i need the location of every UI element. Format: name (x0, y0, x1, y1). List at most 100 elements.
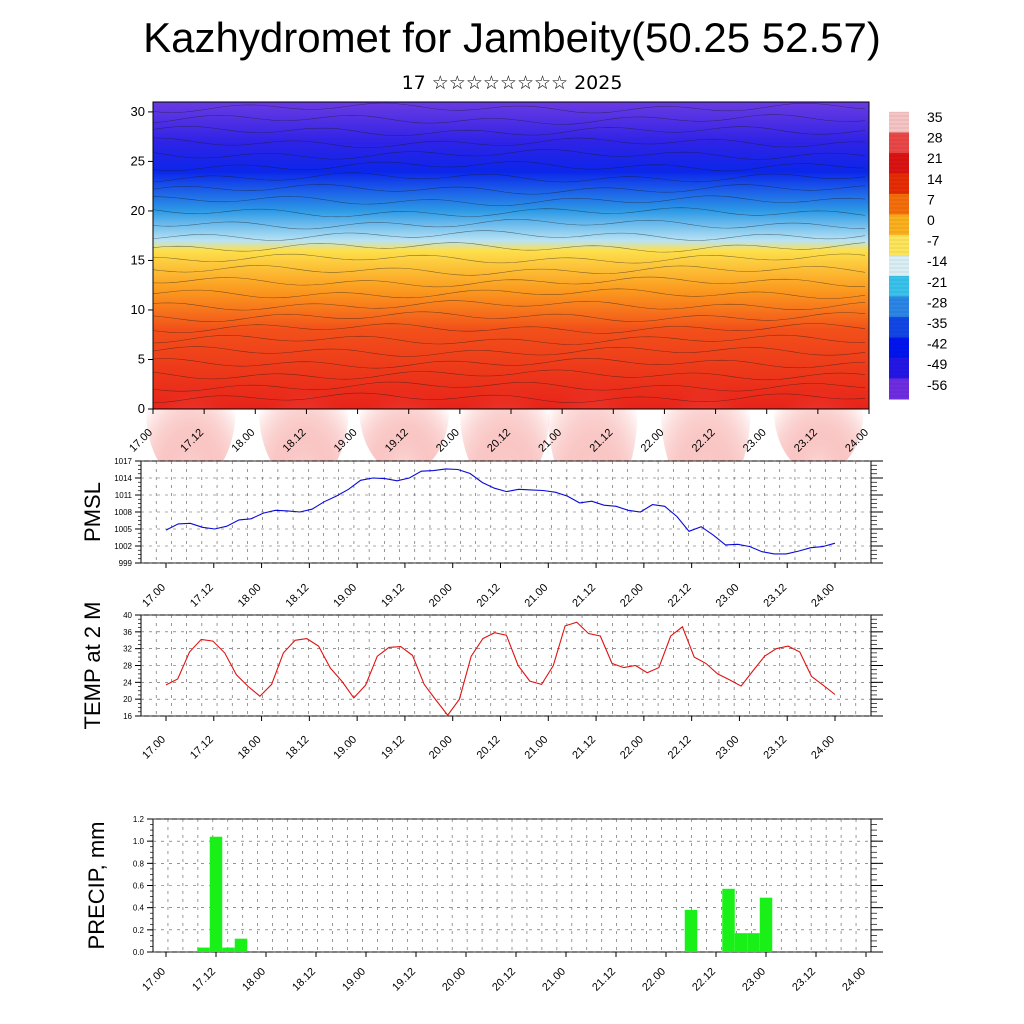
x-tick-label: 22.12 (690, 966, 718, 994)
y-tick-label: 1.0 (133, 837, 145, 846)
x-tick-label: 21.00 (522, 582, 550, 610)
colorbar-swatch (889, 296, 909, 318)
x-tick-label: 22.00 (618, 734, 646, 762)
pmsl-series-line (165, 468, 836, 555)
y-tick-label: 1017 (114, 457, 132, 466)
y-tick-label: 0.8 (133, 859, 145, 868)
y-tick-label: 0.0 (133, 948, 145, 957)
y-tick-label: 1008 (114, 508, 132, 517)
y-tick-label: 15 (131, 252, 145, 267)
x-tick-label: 17.12 (188, 734, 216, 762)
x-tick-label: 23.00 (714, 734, 742, 762)
streamline (152, 137, 866, 149)
streamline (152, 102, 866, 114)
x-tick-label: 19.12 (379, 582, 407, 610)
x-tick-label: 19.00 (340, 966, 368, 994)
colorbar-swatch (889, 153, 909, 174)
temp-panel: 16 20 24 28 32 36 40 17.00 17.12 18.00 18.12 19.00 1… (80, 602, 883, 762)
streamline (152, 346, 866, 357)
y-tick-label: 20 (123, 695, 132, 704)
streamline (152, 253, 866, 264)
colorbar-label: -49 (927, 356, 947, 372)
x-tick-label: 24.00 (809, 582, 837, 610)
y-tick-label: 1011 (115, 491, 133, 500)
precip-bar (684, 909, 698, 952)
y-tick-label: 1.2 (133, 815, 145, 824)
chart-title: Kazhydromet for Jambeity(50.25 52.57) (143, 14, 881, 61)
colorbar-label: -21 (927, 274, 947, 290)
x-tick-label: 19.00 (331, 734, 359, 762)
streamline (152, 126, 866, 136)
colorbar-label: -14 (927, 253, 947, 269)
y-tick-label: 0.4 (133, 904, 145, 913)
precip-bar (747, 933, 760, 952)
wind-streamlines (152, 102, 866, 404)
colorbar-label: 28 (927, 130, 943, 146)
streamline (152, 392, 866, 404)
streamline (152, 161, 866, 172)
streamline (152, 358, 866, 369)
y-tick-label: 1002 (114, 542, 132, 551)
precip-bar (222, 947, 235, 952)
streamline (152, 369, 866, 381)
streamline (152, 242, 866, 253)
x-tick-label: 23.12 (761, 734, 789, 762)
x-tick-label: 17.12 (190, 966, 218, 994)
colorbar-swatch (889, 317, 909, 338)
colorbar-stripes (889, 111, 909, 397)
x-tick-label: 18.00 (236, 582, 264, 610)
precip-bar (209, 836, 223, 952)
x-tick-label: 17.12 (188, 582, 216, 610)
x-tick-label: 22.12 (666, 582, 694, 610)
y-tick-label: 40 (123, 611, 132, 620)
streamline (152, 276, 865, 288)
x-tick-label: 20.12 (475, 582, 503, 610)
colorbar-label: 21 (927, 150, 943, 166)
chart-subtitle: 17 ☆☆☆☆☆☆☆☆ 2025 (401, 72, 623, 94)
x-tick-label: 22.00 (618, 582, 646, 610)
streamline (152, 311, 866, 322)
x-tick-label: 18.12 (284, 734, 312, 762)
x-tick-label: 21.00 (522, 734, 550, 762)
y-tick-label: 1014 (114, 474, 132, 483)
x-tick-label: 21.12 (570, 582, 598, 610)
y-tick-label: 32 (123, 645, 132, 654)
temp-series-line (165, 621, 836, 717)
x-tick-label: 18.12 (290, 966, 318, 994)
x-tick-label: 18.12 (284, 582, 312, 610)
x-tick-label: 17.00 (140, 734, 168, 762)
y-tick-label: 20 (131, 203, 145, 218)
x-tick-label: 23.12 (761, 582, 789, 610)
x-tick-label: 22.12 (666, 734, 694, 762)
y-tick-label: 30 (131, 104, 145, 119)
streamline (152, 183, 866, 195)
temp-ylabel: TEMP at 2 M (80, 602, 105, 730)
streamline (152, 195, 866, 206)
x-tick-label: 18.00 (236, 734, 264, 762)
streamline (152, 323, 866, 334)
y-tick-label: 0 (138, 401, 145, 416)
y-tick-label: 36 (123, 628, 132, 637)
streamline (152, 219, 866, 230)
y-tick-label: 28 (123, 662, 132, 671)
colorbar-label: -35 (927, 315, 947, 331)
y-tick-label: 5 (138, 351, 145, 366)
colorbar-swatch (889, 132, 909, 154)
colorbar-label: -56 (927, 377, 947, 393)
x-tick-label: 23.12 (790, 966, 818, 994)
x-tick-label: 21.12 (570, 734, 598, 762)
precip-bar (197, 947, 210, 952)
streamline (152, 381, 866, 392)
streamline (152, 265, 866, 276)
pmsl-ylabel: PMSL (80, 482, 105, 542)
x-tick-label: 18.00 (240, 966, 268, 994)
x-tick-label: 20.12 (490, 966, 518, 994)
precip-bar (734, 933, 748, 952)
y-tick-label: 0.6 (133, 882, 145, 891)
colorbar-swatch (889, 112, 909, 133)
y-tick-label: 16 (123, 712, 132, 721)
colorbar-label: 35 (927, 109, 943, 125)
y-tick-label: 0.2 (133, 926, 145, 935)
streamline (152, 207, 866, 218)
x-tick-label: 17.00 (140, 582, 168, 610)
